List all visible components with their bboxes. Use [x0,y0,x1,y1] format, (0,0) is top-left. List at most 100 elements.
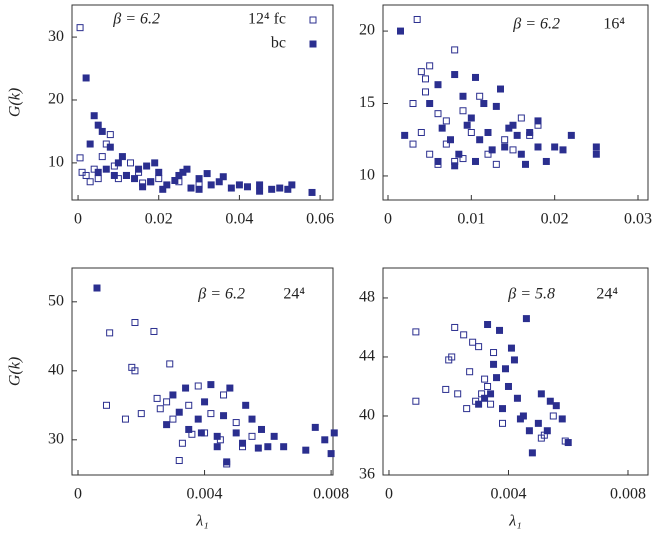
data-point [82,74,90,82]
data-point [409,100,417,108]
y-tick-label: 10 [48,154,64,171]
data-point [422,75,429,83]
data-point [534,143,542,151]
data-point [163,398,171,406]
data-point [422,88,429,96]
data-point [155,168,163,176]
data-point [327,450,335,458]
data-point [94,168,102,176]
x-tick-label: 0 [385,486,393,503]
x-tick-label: 0 [74,486,82,503]
data-point [475,343,483,351]
data-point [248,432,256,440]
data-point [460,331,468,339]
x-tick-label: 0.03 [624,211,652,228]
y-tick-label: 30 [48,28,64,45]
data-point [243,183,251,191]
data-point [220,391,228,399]
data-point [137,410,145,418]
data-point [497,85,504,93]
data-point [459,92,467,100]
data-point [239,439,247,447]
data-point [179,168,187,176]
data-point [484,150,492,158]
data-point [220,412,228,420]
data-point [499,419,507,427]
x-axis-label: λ₁ [508,513,522,530]
data-point [559,146,567,154]
data-point [426,62,434,70]
data-point [308,188,316,196]
data-point [528,449,536,457]
y-tick-label: 20 [359,22,375,39]
data-point [592,143,600,151]
data-point [463,121,471,129]
data-point [121,415,129,423]
data-point [451,46,459,54]
legend-marker [309,40,317,48]
data-point [442,385,450,393]
annotation: β = 6.2 [197,286,245,303]
data-point [106,329,114,337]
data-point [434,110,442,118]
x-tick-label: 0.02 [541,211,569,228]
y-tick-label: 30 [48,430,64,447]
legend-label: 12⁴ fc [248,11,286,28]
data-point [118,153,126,161]
data-point [413,15,421,23]
data-point [417,68,425,76]
data-point [463,405,471,413]
data-point [488,146,496,154]
data-point [98,127,106,135]
data-point [476,136,484,144]
data-point [122,171,130,179]
data-point [207,181,215,189]
data-point [522,160,529,168]
data-point [438,124,446,132]
data-point [451,323,459,331]
data-point [551,143,559,151]
data-point [507,344,515,352]
data-point [232,419,240,427]
data-point [412,328,420,336]
plot-frame [382,267,649,476]
data-point [513,131,521,139]
data-point [102,401,110,409]
data-point [175,408,183,416]
data-point [459,155,467,163]
data-point [155,175,163,183]
data-point [517,114,525,122]
plot-frame [71,267,334,476]
data-point [311,423,319,431]
lattice-label: 24⁴ [283,286,305,303]
data-point [232,429,240,437]
data-point [490,360,498,368]
data-point [93,284,101,292]
data-point [454,390,462,398]
data-point [219,173,227,181]
data-point [481,375,489,383]
data-point [481,394,489,402]
data-point [194,382,202,390]
data-point [397,27,404,35]
y-tick-label: 44 [359,348,375,365]
annotation: β = 6.2 [112,11,160,28]
data-point [76,24,84,32]
data-point [505,124,513,132]
data-point [592,150,600,158]
data-point [153,394,161,402]
data-point [469,338,477,346]
data-point [451,162,459,170]
data-point [226,384,234,392]
data-point [194,415,202,423]
data-point [270,432,278,440]
data-point [227,184,235,192]
data-point [147,178,155,186]
data-point [455,150,463,158]
data-point [185,425,193,433]
data-point [525,427,533,435]
data-point [94,175,102,183]
data-point [110,171,118,179]
data-point [256,181,264,189]
data-point [467,128,475,136]
